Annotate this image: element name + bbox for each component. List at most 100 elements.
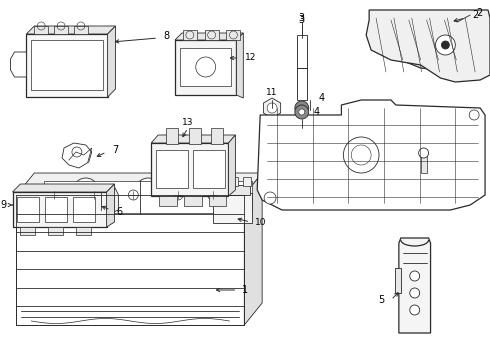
Circle shape	[142, 185, 154, 197]
Bar	[205, 30, 219, 40]
Bar	[26, 34, 108, 97]
Circle shape	[441, 41, 449, 49]
Text: 3: 3	[299, 13, 305, 23]
Text: 2: 2	[472, 10, 478, 20]
Circle shape	[436, 35, 455, 55]
Circle shape	[72, 147, 82, 157]
Polygon shape	[17, 195, 245, 325]
Text: 12: 12	[245, 53, 257, 62]
Text: 5: 5	[378, 295, 384, 305]
Bar	[48, 227, 63, 235]
Circle shape	[73, 178, 98, 204]
Circle shape	[410, 305, 419, 315]
Bar	[230, 177, 238, 186]
Bar	[18, 197, 39, 222]
Polygon shape	[74, 185, 119, 218]
Polygon shape	[257, 100, 485, 210]
Circle shape	[442, 32, 458, 48]
Bar	[226, 30, 241, 40]
Polygon shape	[236, 33, 244, 98]
Text: 4: 4	[318, 93, 325, 103]
Bar	[193, 150, 224, 188]
Circle shape	[447, 37, 453, 43]
Polygon shape	[17, 173, 262, 195]
Polygon shape	[399, 238, 431, 333]
Polygon shape	[151, 143, 228, 196]
Polygon shape	[10, 52, 26, 77]
Bar	[34, 26, 48, 34]
Text: 6: 6	[117, 207, 122, 217]
Bar	[218, 177, 225, 186]
Bar	[76, 227, 91, 235]
Bar	[244, 177, 251, 186]
Circle shape	[299, 105, 305, 111]
Circle shape	[196, 57, 216, 77]
Text: 13: 13	[182, 117, 194, 126]
Bar	[297, 35, 307, 100]
Bar	[82, 192, 110, 210]
Text: 2: 2	[476, 8, 482, 18]
Polygon shape	[366, 10, 490, 82]
Text: 11: 11	[266, 87, 278, 96]
Bar	[420, 155, 427, 173]
Bar	[395, 268, 401, 293]
Text: 7: 7	[113, 145, 119, 155]
Bar	[180, 48, 231, 86]
Polygon shape	[13, 184, 115, 192]
Circle shape	[410, 271, 419, 281]
Bar	[54, 26, 68, 34]
Polygon shape	[245, 173, 262, 325]
Circle shape	[80, 185, 92, 197]
Polygon shape	[381, 15, 480, 70]
Bar	[213, 193, 252, 223]
Bar	[159, 196, 177, 206]
Text: 3: 3	[299, 15, 305, 25]
Polygon shape	[13, 192, 107, 227]
Circle shape	[295, 105, 309, 119]
Circle shape	[469, 110, 479, 120]
Bar	[264, 153, 280, 158]
Bar	[268, 118, 276, 153]
Circle shape	[128, 190, 138, 200]
Circle shape	[89, 190, 98, 200]
Circle shape	[343, 137, 379, 173]
Bar	[189, 128, 201, 144]
Text: 9: 9	[0, 200, 6, 210]
Bar	[21, 227, 35, 235]
Bar	[31, 40, 102, 90]
Circle shape	[410, 288, 419, 298]
Bar	[73, 197, 95, 222]
Circle shape	[208, 190, 218, 200]
Text: 10: 10	[255, 217, 267, 226]
Circle shape	[49, 190, 59, 200]
Text: 1: 1	[243, 285, 248, 295]
Polygon shape	[107, 184, 115, 227]
Bar	[45, 197, 67, 222]
Bar	[74, 26, 88, 34]
Circle shape	[418, 148, 429, 158]
Polygon shape	[62, 143, 92, 168]
Bar	[166, 128, 178, 144]
Bar	[183, 30, 197, 40]
Bar	[211, 128, 222, 144]
Bar	[82, 215, 92, 223]
Polygon shape	[175, 33, 244, 40]
Circle shape	[295, 101, 309, 115]
Polygon shape	[26, 26, 116, 34]
Circle shape	[135, 178, 161, 204]
Circle shape	[267, 103, 277, 113]
Circle shape	[351, 145, 371, 165]
Text: 4: 4	[314, 107, 320, 117]
Bar	[184, 196, 202, 206]
Circle shape	[264, 192, 276, 204]
Polygon shape	[228, 135, 235, 196]
Circle shape	[173, 190, 183, 200]
Polygon shape	[151, 135, 235, 143]
Polygon shape	[44, 181, 252, 213]
Bar	[156, 150, 188, 188]
Polygon shape	[175, 40, 236, 95]
Text: 8: 8	[163, 31, 169, 41]
Bar	[209, 196, 226, 206]
Bar	[100, 215, 111, 223]
Bar	[297, 38, 307, 98]
